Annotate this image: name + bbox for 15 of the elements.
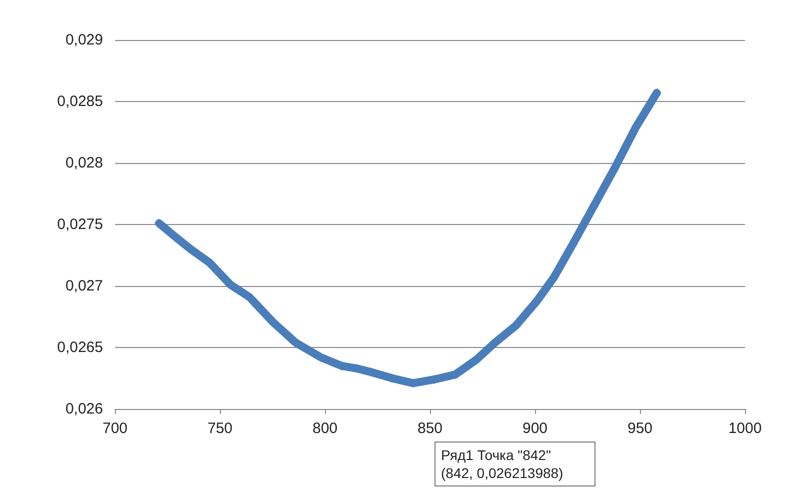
x-tick-label: 700 <box>102 420 128 437</box>
x-tick-label: 850 <box>417 420 443 437</box>
y-tick-label: 0,0285 <box>57 93 103 110</box>
y-tick-label: 0,0265 <box>57 339 103 356</box>
x-tick-label: 900 <box>522 420 548 437</box>
y-tick-label: 0,026 <box>65 400 103 418</box>
text: Ряд1 Точка "842" (842, 0,026213988) <box>441 447 564 481</box>
x-tick-label: 1000 <box>728 420 762 437</box>
x-tick-label: 950 <box>627 420 653 437</box>
x-tick-label: 800 <box>312 420 338 437</box>
y-tick-label: 0,028 <box>65 154 103 172</box>
y-tick-label: 0,0275 <box>57 216 103 233</box>
y-tick-label: 0,027 <box>65 278 103 294</box>
y-tick-label: 0,029 <box>65 32 103 48</box>
x-tick-label: 750 <box>207 420 233 437</box>
